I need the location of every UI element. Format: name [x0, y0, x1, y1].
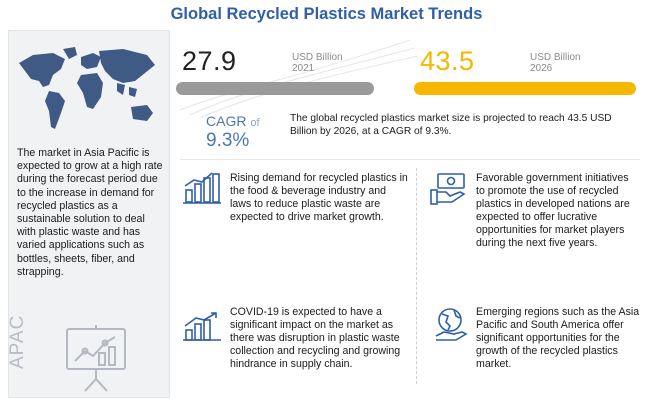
- presentation-board-icon: [66, 325, 126, 392]
- card-government-text: Favorable government initiatives to prom…: [476, 172, 630, 250]
- unit-2021: USD Billion: [292, 52, 343, 63]
- card-demand-text: Rising demand for recycled plastics in t…: [230, 172, 408, 224]
- apac-label: APAC: [7, 314, 28, 369]
- cagr-word: CAGR: [206, 113, 247, 129]
- card-covid-text: COVID-19 is expected to have a significa…: [230, 306, 401, 371]
- divider-horizontal: [180, 159, 640, 160]
- divider-vertical: [416, 168, 418, 384]
- apac-panel: The market in Asia Pacific is expected t…: [7, 30, 170, 398]
- cagr-label: CAGR of: [206, 113, 260, 129]
- cagr-of: of: [250, 117, 260, 129]
- value-2026: 43.5: [420, 46, 475, 76]
- year-2026: 2026: [530, 63, 553, 74]
- bar-2021: [176, 82, 374, 95]
- unit-2026: USD Billion: [530, 52, 581, 63]
- value-2021: 27.9: [182, 46, 237, 76]
- globe-hand-icon: [435, 308, 468, 341]
- infographic-title: Global Recycled Plastics Market Trends: [170, 5, 483, 23]
- market-description: The global recycled plastics market size…: [290, 113, 612, 137]
- rising-bar-chart-icon: [183, 312, 221, 341]
- bar-chart-growth-icon: [183, 172, 221, 204]
- cagr-value: 9.3%: [206, 130, 250, 151]
- world-map-icon: [19, 47, 155, 129]
- card-emerging-text: Emerging regions such as the Asia Pacifi…: [476, 306, 640, 371]
- apac-description: The market in Asia Pacific is expected t…: [17, 147, 163, 278]
- money-hand-icon: [430, 173, 466, 205]
- year-2021: 2021: [292, 63, 315, 74]
- bar-2026: [414, 82, 636, 95]
